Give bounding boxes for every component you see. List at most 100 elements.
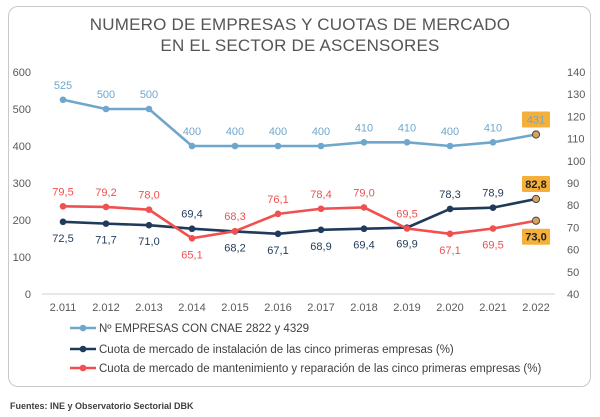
series-2-point	[274, 230, 282, 238]
series-3-data-label: 78,4	[310, 189, 331, 201]
series-2-data-label: 68,9	[310, 241, 331, 253]
x-axis-tick-label: 2.021	[479, 302, 507, 314]
series-3-data-label: 79,0	[353, 187, 374, 199]
right-axis-tick-label: 40	[567, 289, 579, 301]
series-2-data-label: 69,4	[353, 240, 374, 252]
series-2-data-label: 82,8	[525, 179, 546, 191]
series-1-data-label: 500	[97, 89, 115, 101]
left-axis-tick-label: 500	[13, 104, 31, 116]
series-3-data-label: 79,5	[52, 186, 73, 198]
series-1-point	[274, 142, 282, 150]
right-axis-tick-label: 100	[567, 156, 585, 168]
x-axis-tick-label: 2.020	[436, 302, 464, 314]
series-line-2	[62, 197, 537, 236]
right-axis-tick-label: 120	[567, 111, 585, 123]
series-3-data-label: 78,0	[138, 190, 159, 202]
right-axis-tick-label: 140	[567, 67, 585, 79]
x-axis-tick-label: 2.022	[522, 302, 550, 314]
series-3-point	[102, 203, 110, 211]
series-1-data-label: 525	[54, 80, 72, 92]
series-line-1	[62, 98, 537, 148]
right-axis-tick-label: 110	[567, 134, 585, 146]
legend-swatch-marker	[79, 324, 87, 332]
x-axis-tick-label: 2.013	[135, 302, 163, 314]
series-2-data-label: 71,0	[138, 236, 159, 248]
left-axis-tick-label: 0	[25, 289, 31, 301]
series-1-point	[403, 139, 411, 146]
legend-swatch-marker	[79, 364, 87, 372]
left-axis-tick-label: 100	[13, 252, 31, 264]
series-1-point	[360, 139, 368, 146]
series-2-data-label: 69,9	[396, 239, 417, 251]
series-2-data-label: 72,5	[52, 233, 73, 245]
series-3-data-label: 68,3	[224, 211, 245, 223]
legend-entry-1: Nº EMPRESAS CON CNAE 2822 y 4329	[99, 323, 309, 335]
legend-swatch-marker	[79, 345, 87, 353]
right-axis-tick-label: 60	[567, 245, 579, 257]
series-1-point	[317, 142, 325, 150]
series-3-point	[360, 204, 368, 211]
series-1-point	[489, 139, 497, 146]
series-1-point	[446, 142, 454, 150]
series-3-data-label: 73,0	[525, 232, 546, 244]
series-1-data-label: 410	[355, 122, 373, 134]
right-axis-tick-label: 90	[567, 178, 579, 190]
series-1-data-label: 400	[269, 126, 287, 138]
right-axis-tick-label: 50	[567, 267, 579, 279]
series-1-point	[188, 142, 196, 150]
series-2-point	[360, 225, 368, 233]
series-1-data-label: 400	[183, 126, 201, 138]
x-axis-tick-label: 2.014	[178, 302, 206, 314]
series-1-point	[59, 96, 67, 104]
series-3-data-label: 76,1	[267, 194, 288, 206]
series-3-point	[446, 230, 454, 238]
series-3-highlight-box	[522, 228, 550, 245]
series-3-point	[274, 210, 282, 218]
x-axis-tick-label: 2.015	[221, 302, 249, 314]
x-axis-tick-label: 2.011	[50, 302, 77, 314]
series-3-data-label: 69,5	[482, 240, 503, 252]
series-2-point	[317, 226, 325, 234]
right-axis-tick-label: 70	[567, 222, 579, 234]
series-2-data-label: 71,7	[95, 235, 116, 247]
left-axis-tick-label: 200	[13, 215, 31, 227]
series-1-data-label: 400	[441, 126, 459, 138]
left-axis-tick-label: 300	[13, 178, 31, 190]
series-3-data-label: 79,2	[95, 187, 116, 199]
series-2-data-label: 78,9	[482, 188, 503, 200]
series-3-data-label: 69,5	[396, 209, 417, 221]
x-axis-tick-label: 2.017	[307, 302, 335, 314]
series-1-data-label: 410	[484, 122, 502, 134]
right-axis-tick-label: 130	[567, 89, 585, 101]
left-axis-tick-label: 400	[13, 141, 31, 153]
x-axis-tick-label: 2.019	[393, 302, 421, 314]
chart-title: NUMERO DE EMPRESAS Y CUOTAS DE MERCADO E…	[0, 14, 600, 56]
series-line-3	[62, 205, 537, 240]
series-2-point	[446, 205, 454, 213]
left-axis-tick-label: 600	[13, 67, 31, 79]
series-3-point	[188, 234, 196, 242]
chart-title-line-1: NUMERO DE EMPRESAS Y CUOTAS DE MERCADO	[89, 15, 511, 34]
series-3-point	[231, 227, 239, 235]
series-1-highlight-box	[522, 111, 550, 128]
series-1-point	[145, 105, 153, 113]
series-2-highlight-box	[522, 175, 550, 192]
source-note: Fuentes: INE y Observatorio Sectorial DB…	[10, 401, 194, 411]
chart-frame	[8, 6, 591, 387]
series-3-point	[145, 206, 153, 213]
series-3-point	[489, 225, 497, 232]
series-1-data-label: 500	[140, 89, 158, 101]
x-axis-tick-label: 2.018	[350, 302, 378, 314]
right-axis-tick-label: 80	[567, 200, 579, 212]
series-3-point	[59, 203, 67, 210]
x-axis-tick-label: 2.016	[264, 302, 292, 314]
series-2-point	[188, 225, 196, 233]
series-2-point	[531, 194, 541, 204]
series-1-data-label: 431	[527, 115, 545, 127]
line-chart: 0 100 200 300 400 500 600 40 50 60 70 80 90 100 110 120…	[13, 67, 586, 375]
series-1-data-label: 400	[226, 126, 244, 138]
series-3-data-label: 67,1	[439, 245, 460, 257]
series-3-data-label: 65,1	[181, 249, 202, 261]
legend-entry-2: Cuota de mercado de instalación de las c…	[99, 344, 454, 356]
series-1-point	[231, 142, 239, 150]
